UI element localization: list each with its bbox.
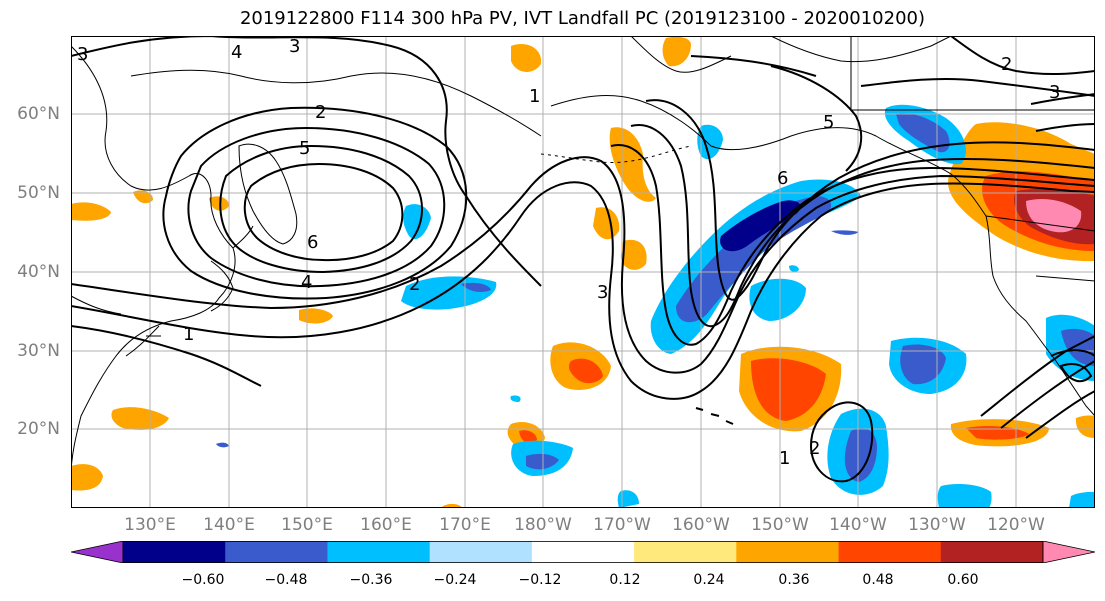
colorbar-tick-label: −0.36 bbox=[349, 572, 393, 588]
positive-anomaly-near-hawaii-west-core bbox=[568, 358, 603, 384]
coastline-east-asia bbox=[70, 45, 236, 477]
colorbar-tick-label: 0.12 bbox=[609, 572, 641, 588]
negative-anomaly-shading bbox=[216, 104, 1095, 508]
colorbar bbox=[70, 540, 1096, 564]
positive-anomaly-central-pacific-core bbox=[751, 358, 826, 421]
lon-label: 150°W bbox=[751, 515, 809, 535]
pv-contour-big-loop-1 bbox=[70, 181, 1096, 400]
map-canvas: 3 4 3 2 5 6 4 1 2 3 6 5 1 2 3 2 1 bbox=[70, 34, 1096, 508]
colorbar-segment bbox=[634, 541, 737, 563]
contour-label: 5 bbox=[823, 112, 834, 133]
colorbar-extend-high bbox=[1042, 540, 1096, 564]
lat-label-60n: 60°N bbox=[17, 104, 60, 124]
map-panel: 3 4 3 2 5 6 4 1 2 3 6 5 1 2 3 2 1 bbox=[70, 34, 1096, 508]
pv-contour-big-loop-2 bbox=[70, 156, 1096, 374]
pv-contour-closed-6 bbox=[243, 162, 404, 262]
contour-label: 3 bbox=[1049, 82, 1060, 103]
colorbar-segment bbox=[123, 541, 226, 563]
lon-label: 140°E bbox=[203, 515, 255, 535]
positive-anomaly-arctic bbox=[511, 44, 542, 72]
colorbar-tick-label: 0.48 bbox=[862, 572, 894, 588]
colorbar-tick-label: 0.36 bbox=[778, 572, 810, 588]
contour-label: 1 bbox=[779, 448, 790, 469]
coastline-kamchatka bbox=[238, 143, 298, 245]
colorbar-segment bbox=[531, 541, 635, 563]
coastline-alaska bbox=[550, 95, 987, 217]
lon-label: 120°W bbox=[987, 515, 1045, 535]
lon-label: 150°E bbox=[281, 515, 333, 535]
lat-label-40n: 40°N bbox=[17, 262, 60, 282]
contour-labels: 3 4 3 2 5 6 4 1 2 3 6 5 1 2 3 2 1 bbox=[77, 36, 1060, 469]
negative-anomaly-central-south bbox=[749, 278, 806, 321]
lon-label: 170°W bbox=[593, 515, 651, 535]
colorbar-tick-label: −0.24 bbox=[433, 572, 477, 588]
pv-contour-closed-outer bbox=[162, 106, 468, 300]
colorbar-segment bbox=[736, 541, 840, 563]
lon-label: 160°E bbox=[360, 515, 412, 535]
negative-anomaly-jet-max bbox=[720, 200, 801, 252]
contour-label: 3 bbox=[597, 282, 608, 303]
colorbar-tick-label: −0.48 bbox=[264, 572, 308, 588]
lon-label: 170°E bbox=[439, 515, 491, 535]
hawaiian-islands bbox=[695, 407, 734, 425]
lat-label-50n: 50°N bbox=[17, 183, 60, 203]
map-border bbox=[71, 36, 1095, 508]
coastline-siberia bbox=[130, 69, 542, 137]
pv-contour-closed-5 bbox=[219, 144, 423, 274]
pv-contour-1-west bbox=[70, 325, 262, 387]
pv-contour-big-loop-3 bbox=[610, 144, 1096, 346]
coastline-arctic bbox=[630, 35, 952, 73]
colorbar-segment bbox=[225, 541, 328, 563]
lat-label-30n: 30°N bbox=[17, 341, 60, 361]
pv-contour-big-loop-5 bbox=[645, 99, 1096, 301]
lon-label: 160°W bbox=[672, 515, 730, 535]
colorbar-tick-label: 0.60 bbox=[947, 572, 979, 588]
colorbar-tick-label: −0.60 bbox=[181, 572, 225, 588]
colorbar-border bbox=[122, 541, 1044, 564]
lon-label: 130°E bbox=[124, 515, 176, 535]
pv-contour-east-trough bbox=[860, 35, 1096, 97]
colorbar-svg bbox=[70, 540, 1096, 564]
lon-label: 180°W bbox=[514, 515, 572, 535]
contour-label: 2 bbox=[315, 102, 326, 123]
contour-label: 2 bbox=[809, 438, 820, 459]
contour-label: 1 bbox=[183, 324, 194, 345]
contour-label: 6 bbox=[777, 168, 788, 189]
pv-contour-closed-2 bbox=[187, 126, 446, 288]
pv-contours bbox=[70, 34, 1096, 483]
contour-label: 3 bbox=[289, 36, 300, 57]
map-title: 2019122800 F114 300 hPa PV, IVT Landfall… bbox=[239, 8, 926, 29]
colorbar-extend-low bbox=[70, 540, 124, 564]
colorbar-segment bbox=[429, 541, 533, 563]
contour-label: 1 bbox=[529, 86, 540, 107]
colorbar-tick-label: 0.24 bbox=[693, 572, 725, 588]
colorbar-segment bbox=[838, 541, 942, 563]
contour-label: 6 bbox=[307, 232, 318, 253]
contour-label: 5 bbox=[299, 138, 310, 159]
colorbar-tick-label: −0.12 bbox=[518, 572, 562, 588]
positive-anomaly-west-coast-peak bbox=[1026, 199, 1082, 233]
contour-label: 4 bbox=[231, 42, 242, 63]
contour-label: 2 bbox=[1001, 54, 1012, 75]
pv-contour-big-loop-4 bbox=[630, 124, 1096, 328]
contour-label: 3 bbox=[77, 44, 88, 65]
colorbar-segment bbox=[327, 541, 431, 563]
contour-label: 4 bbox=[301, 272, 312, 293]
lon-label: 140°W bbox=[829, 515, 887, 535]
pv-contour-closed-south bbox=[809, 401, 874, 483]
lon-label: 130°W bbox=[908, 515, 966, 535]
lat-label-20n: 20°N bbox=[17, 419, 60, 439]
pv-contour-east-ridge bbox=[690, 55, 863, 172]
contour-label: 2 bbox=[409, 274, 420, 295]
colorbar-segment bbox=[940, 541, 1044, 563]
